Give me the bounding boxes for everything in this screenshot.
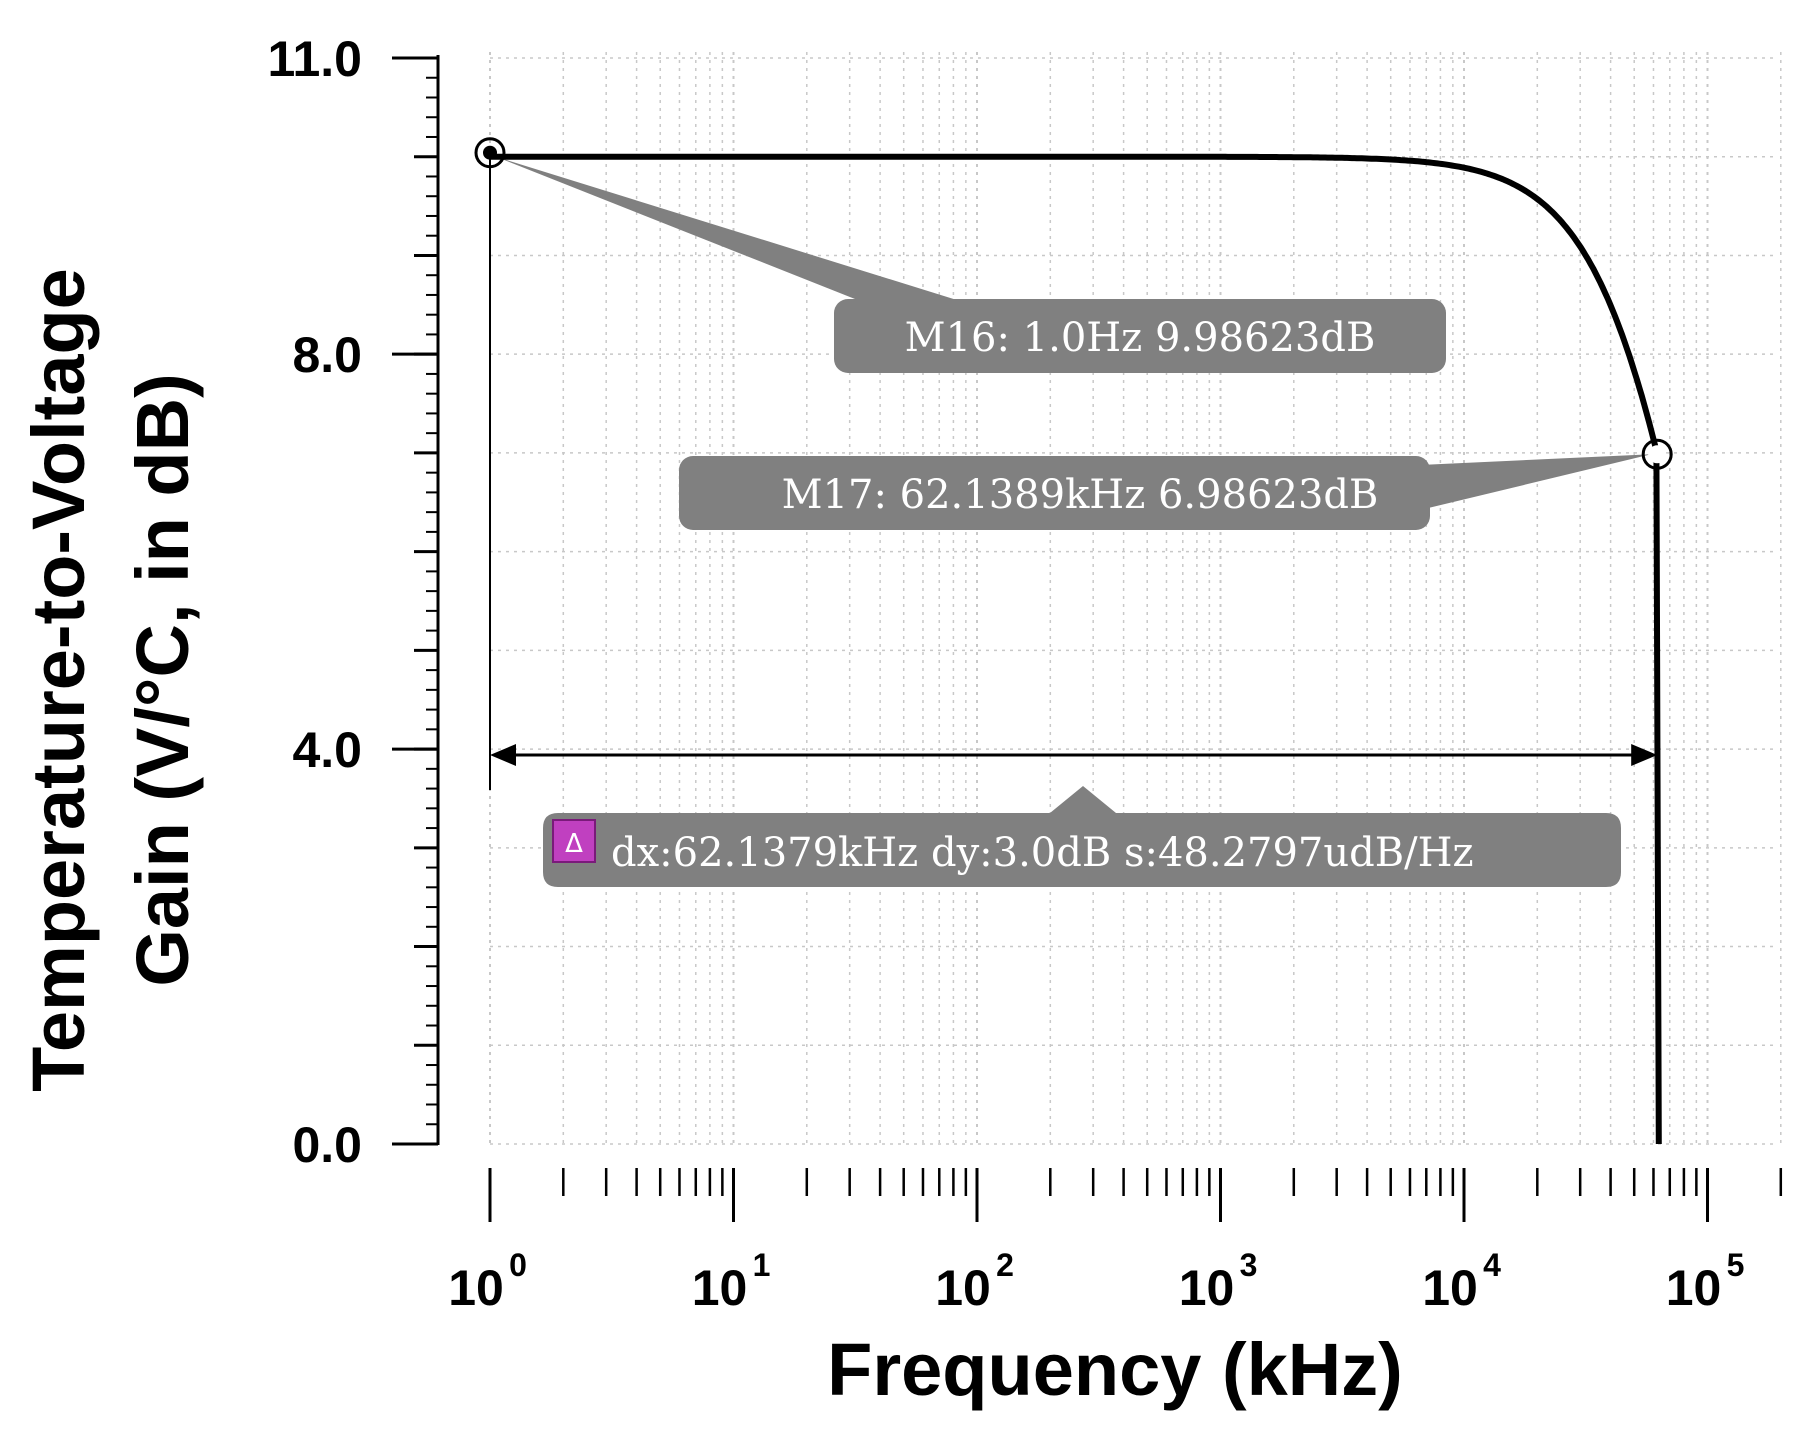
- x-tick-exponent: 1: [753, 1247, 771, 1283]
- x-tick-label: 10: [935, 1260, 991, 1316]
- marker-points: [474, 137, 1673, 470]
- m16-callout-box: [834, 299, 1446, 373]
- grid-layer: [489, 52, 1782, 1145]
- y-ticks: 0.0 4.0 8.0 11.0: [267, 31, 438, 1173]
- delta-callout-box: [543, 786, 1621, 887]
- y-axis-title-line1: Temperature-to-Voltage: [17, 268, 100, 1092]
- x-tick-exponent: 4: [1483, 1247, 1501, 1283]
- x-tick-label-group: 10 2: [935, 1247, 1014, 1316]
- y-tick-label: 8.0: [292, 327, 362, 383]
- axis-layer: [436, 55, 440, 1145]
- x-tick-exponent: 0: [509, 1247, 527, 1283]
- x-tick-label-group: 10 4: [1422, 1247, 1501, 1316]
- x-tick-label-group: 10 0: [448, 1247, 527, 1316]
- x-tick-exponent: 3: [1240, 1247, 1258, 1283]
- x-axis-title: Frequency (kHz): [827, 1328, 1403, 1411]
- delta-icon-glyph: Δ: [565, 829, 583, 859]
- y-axis-title-line2: Gain (V/°C, in dB): [121, 373, 204, 986]
- x-tick-label: 10: [1422, 1260, 1478, 1316]
- y-tick-label: 11.0: [267, 31, 362, 87]
- x-tick-label: 10: [448, 1260, 504, 1316]
- marker-callouts: M16: 1.0Hz 9.98623dB M17: 62.1389kHz 6.9…: [496, 156, 1652, 530]
- m16-callout-pointer: [496, 156, 960, 301]
- m17-callout-box: [679, 456, 1430, 530]
- m17-marker-icon[interactable]: [1641, 438, 1673, 470]
- delta-arrowhead-left: [490, 744, 516, 766]
- y-tick-label: 4.0: [292, 722, 362, 778]
- x-tick-exponent: 2: [996, 1247, 1014, 1283]
- x-tick-label: 10: [1666, 1260, 1722, 1316]
- m17-callout-pointer: [1420, 454, 1652, 510]
- delta-arrowhead-right: [1631, 744, 1658, 766]
- y-tick-label: 0.0: [292, 1117, 362, 1173]
- x-tick-label: 10: [692, 1260, 748, 1316]
- delta-icon: [552, 819, 596, 863]
- x-tick-label: 10: [1179, 1260, 1235, 1316]
- m16-label: M16: 1.0Hz 9.98623dB: [905, 315, 1376, 361]
- x-tick-label-group: 10 5: [1666, 1247, 1745, 1316]
- delta-measurement: Δ dx:62.1379kHz dy:3.0dB s:48.2797udB/Hz: [489, 152, 1659, 887]
- m16-marker-icon[interactable]: [474, 137, 506, 169]
- x-tick-exponent: 5: [1727, 1247, 1745, 1283]
- gain-curve: [489, 153, 1662, 1145]
- m17-label: M17: 62.1389kHz 6.98623dB: [782, 472, 1379, 518]
- x-ticks: 10 0 10 1 10 2 10 3 10 4 10 5: [448, 1168, 1783, 1316]
- delta-label: dx:62.1379kHz dy:3.0dB s:48.2797udB/Hz: [611, 830, 1474, 876]
- x-tick-label-group: 10 3: [1179, 1247, 1258, 1316]
- x-tick-label-group: 10 1: [692, 1247, 771, 1316]
